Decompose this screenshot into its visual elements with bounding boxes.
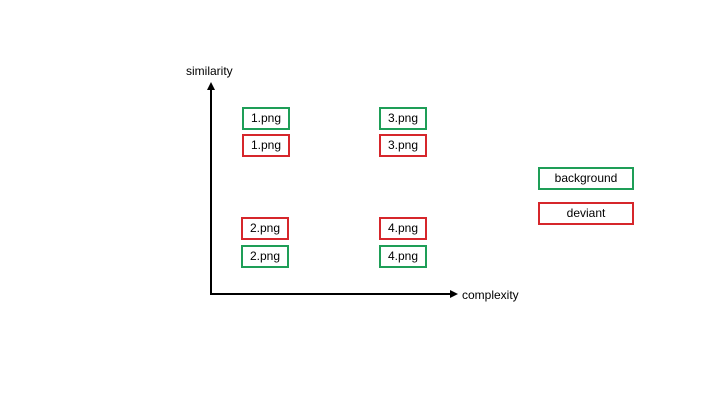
cell-bottom-right-background: 4.png <box>379 245 427 268</box>
legend-background: background <box>538 167 634 190</box>
cell-bottom-left-background: 2.png <box>241 245 289 268</box>
cell-bottom-right-deviant: 4.png <box>379 217 427 240</box>
cell-bottom-left-deviant: 2.png <box>241 217 289 240</box>
cell-top-left-background: 1.png <box>242 107 290 130</box>
cell-top-right-background: 3.png <box>379 107 427 130</box>
x-axis-label: complexity <box>462 288 519 302</box>
y-axis-label: similarity <box>186 64 233 78</box>
cell-top-right-deviant: 3.png <box>379 134 427 157</box>
legend-deviant: deviant <box>538 202 634 225</box>
cell-top-left-deviant: 1.png <box>242 134 290 157</box>
